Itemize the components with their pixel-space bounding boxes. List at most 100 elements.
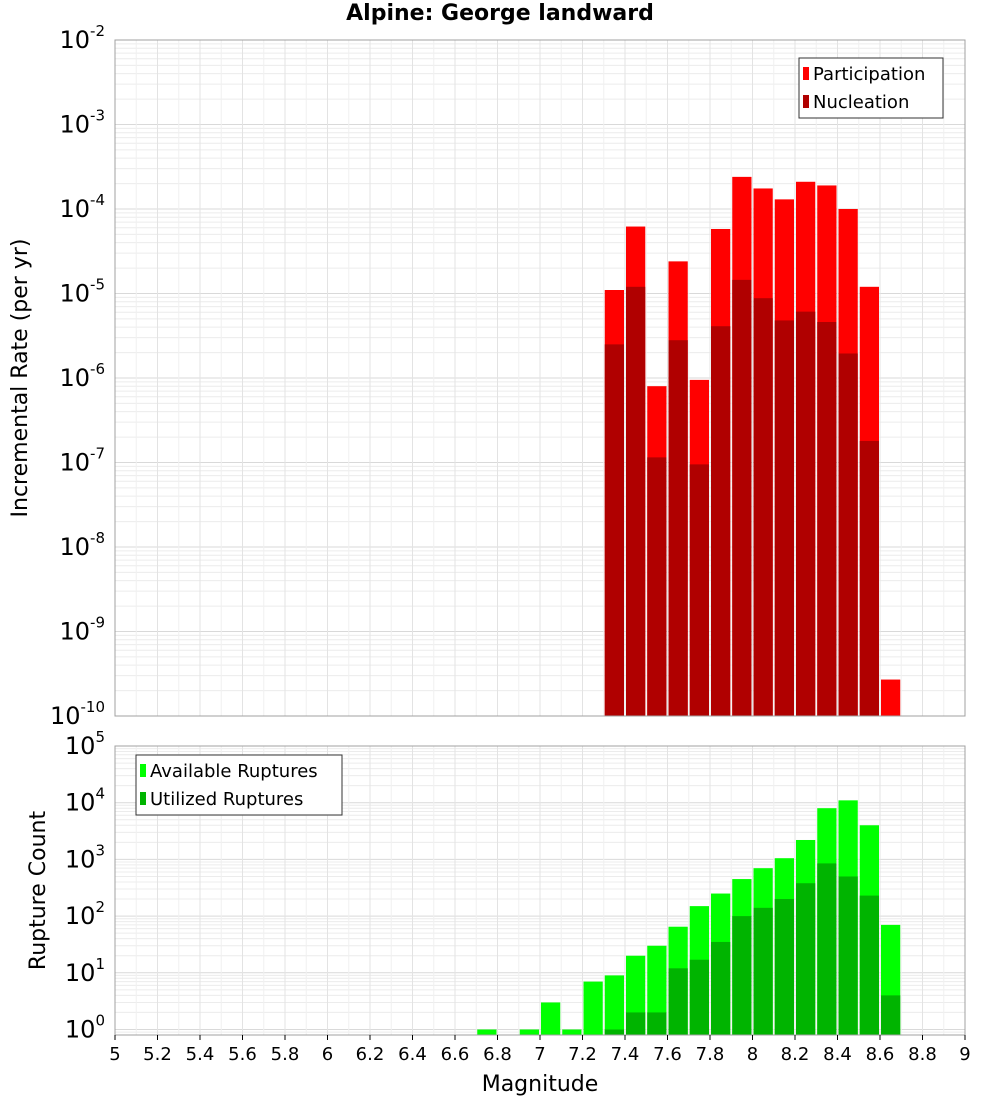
y-tick-exponent: -4 <box>90 191 105 209</box>
legend: Participation Nucleation <box>798 57 944 119</box>
bar <box>711 941 731 1035</box>
bar <box>817 321 837 716</box>
legend-box <box>798 57 944 119</box>
bar <box>541 1002 561 1035</box>
x-tick-label: 8.2 <box>781 1044 810 1065</box>
y-tick-exponent: -5 <box>90 276 105 294</box>
y-tick-label: 100 <box>65 1012 105 1044</box>
y-tick-exponent: 1 <box>95 955 105 973</box>
y-tick-base: 10 <box>65 732 96 760</box>
y-tick-exponent: 5 <box>95 728 105 746</box>
x-tick-label: 8.4 <box>823 1044 852 1065</box>
legend-label: Available Ruptures <box>150 761 318 782</box>
bar <box>604 344 624 716</box>
x-tick-label: 8.8 <box>908 1044 937 1065</box>
y-tick-base: 10 <box>65 1016 96 1044</box>
bar <box>519 1029 539 1035</box>
chart-title: Alpine: George landward <box>346 1 654 26</box>
plot-frame <box>114 39 966 717</box>
bar <box>859 440 879 716</box>
y-axis-label: Rupture Count <box>26 811 51 971</box>
legend-label: Utilized Ruptures <box>150 789 303 810</box>
bar <box>668 340 688 716</box>
bar <box>817 863 837 1035</box>
legend-swatch <box>803 95 809 108</box>
bar <box>647 457 667 716</box>
y-tick-base: 10 <box>59 449 90 477</box>
bar <box>626 1012 646 1035</box>
x-tick-label: 8.6 <box>866 1044 895 1065</box>
y-tick-label: 10-9 <box>59 614 105 646</box>
bar <box>796 311 816 716</box>
y-tick-label: 10-10 <box>50 698 105 730</box>
y-tick-base: 10 <box>65 845 96 873</box>
x-axis-label: Magnitude <box>482 1072 599 1097</box>
top-plot-panel: 10-210-310-410-510-610-710-810-910-10Inc… <box>8 22 966 730</box>
legend: Available Ruptures Utilized Ruptures <box>135 754 343 816</box>
legend-swatch <box>140 792 146 805</box>
x-axis-ticks: 5 5.2 5.4 5.6 5.8 6 6.2 6.4 6.6 6.8 7 7.2 7.4 7.6 7.8 8… <box>109 1035 971 1065</box>
y-tick-exponent: -8 <box>90 529 105 547</box>
y-tick-exponent: -9 <box>90 614 105 632</box>
x-tick-label: 5.2 <box>143 1044 172 1065</box>
legend-swatch <box>140 764 146 777</box>
bar <box>604 975 624 1035</box>
series-utilized-ruptures <box>604 863 901 1035</box>
bar <box>796 883 816 1035</box>
y-tick-base: 10 <box>65 902 96 930</box>
bar <box>881 995 901 1035</box>
y-tick-exponent: 0 <box>95 1012 105 1030</box>
x-tick-label: 7.8 <box>696 1044 725 1065</box>
y-tick-base: 10 <box>65 789 96 817</box>
y-tick-label: 101 <box>65 955 105 987</box>
x-tick-label: 6.6 <box>441 1044 470 1065</box>
bar <box>668 968 688 1035</box>
y-tick-label: 104 <box>65 785 105 817</box>
bar <box>689 959 709 1035</box>
y-axis-label: Incremental Rate (per yr) <box>8 239 33 518</box>
bar <box>647 1012 667 1035</box>
bar <box>604 1029 624 1035</box>
bar <box>838 353 858 716</box>
y-tick-base: 10 <box>59 618 90 646</box>
x-tick-label: 5.4 <box>186 1044 215 1065</box>
y-tick-exponent: -2 <box>90 22 105 40</box>
y-tick-exponent: 3 <box>95 841 105 859</box>
y-tick-label: 10-8 <box>59 529 105 561</box>
x-tick-label: 6.4 <box>398 1044 427 1065</box>
x-tick-label: 7 <box>534 1044 545 1065</box>
y-tick-base: 10 <box>65 959 96 987</box>
bar <box>711 326 731 716</box>
x-tick-label: 5.8 <box>271 1044 300 1065</box>
y-tick-base: 10 <box>59 111 90 139</box>
bar <box>753 907 773 1035</box>
x-tick-label: 5.6 <box>228 1044 257 1065</box>
legend-box <box>135 754 343 816</box>
y-tick-label: 10-3 <box>59 107 105 139</box>
x-tick-label: 8 <box>747 1044 758 1065</box>
y-tick-label: 10-6 <box>59 360 105 392</box>
x-tick-label: 7.4 <box>611 1044 640 1065</box>
grid-lines <box>114 39 966 717</box>
legend-swatch <box>803 67 809 80</box>
x-tick-label: 6.8 <box>483 1044 512 1065</box>
y-tick-label: 10-2 <box>59 22 105 54</box>
y-tick-exponent: -3 <box>90 107 105 125</box>
x-tick-label: 7.2 <box>568 1044 597 1065</box>
legend-label: Nucleation <box>813 92 909 113</box>
y-tick-exponent: 2 <box>95 898 105 916</box>
bar <box>732 916 752 1035</box>
y-tick-label: 10-4 <box>59 191 105 223</box>
y-tick-exponent: -10 <box>81 698 106 716</box>
bar <box>732 279 752 716</box>
y-tick-exponent: -7 <box>90 445 105 463</box>
bar <box>626 286 646 716</box>
bar <box>562 1029 582 1035</box>
y-tick-label: 105 <box>65 728 105 760</box>
series-nucleation <box>604 279 879 716</box>
bar <box>774 899 794 1035</box>
x-tick-label: 6.2 <box>356 1044 385 1065</box>
y-tick-label: 102 <box>65 898 105 930</box>
